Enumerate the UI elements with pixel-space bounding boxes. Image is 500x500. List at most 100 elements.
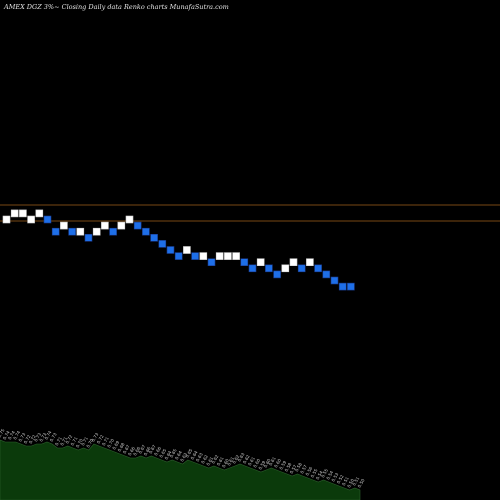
volume-label: 0.64 bbox=[174, 450, 183, 461]
volume-area bbox=[0, 439, 361, 500]
renko-brick-up bbox=[306, 258, 314, 267]
renko-brick-down bbox=[166, 246, 175, 254]
volume-label: 0.61 bbox=[247, 456, 256, 467]
renko-brick-up bbox=[224, 252, 232, 260]
volume-label: 0.60 bbox=[263, 458, 272, 469]
renko-brick-down bbox=[314, 264, 322, 273]
volume-label: 0.64 bbox=[163, 450, 172, 461]
volume-label: 0.70 bbox=[106, 438, 115, 449]
volume-label: 0.65 bbox=[158, 448, 167, 459]
volume-label: 0.57 bbox=[299, 464, 308, 475]
volume-label: 0.59 bbox=[278, 460, 287, 471]
renko-brick-down bbox=[84, 234, 93, 242]
volume-label: 0.72 bbox=[64, 434, 73, 445]
renko-bricks bbox=[2, 209, 355, 291]
volume-label: 0.70 bbox=[75, 438, 84, 449]
renko-brick-down bbox=[338, 282, 347, 291]
renko-brick-up bbox=[2, 215, 11, 224]
volume-label: 0.72 bbox=[28, 434, 37, 445]
renko-brick-up bbox=[256, 258, 265, 267]
volume-label: 0.59 bbox=[257, 460, 266, 471]
volume-label: 0.68 bbox=[117, 442, 126, 453]
volume-label: 0.51 bbox=[351, 476, 360, 487]
renko-brick-up bbox=[183, 246, 191, 254]
volume-label: 0.60 bbox=[273, 458, 282, 469]
renko-brick-up bbox=[232, 252, 240, 260]
volume-label: 0.64 bbox=[190, 450, 199, 461]
volume-label: 0.61 bbox=[268, 456, 277, 467]
volume-label: 0.74 bbox=[43, 430, 52, 441]
volume-label: 0.63 bbox=[237, 452, 246, 463]
volume-label: 0.51 bbox=[341, 476, 350, 487]
renko-brick-down bbox=[133, 221, 142, 230]
volume-label: 0.52 bbox=[336, 474, 345, 485]
volume-label: 0.58 bbox=[294, 462, 303, 473]
volume-label: 0.74 bbox=[2, 430, 11, 441]
renko-brick-up bbox=[117, 221, 126, 230]
volume-label: 0.66 bbox=[153, 446, 162, 457]
volume-label: 0.63 bbox=[179, 452, 188, 463]
renko-brick-down bbox=[191, 252, 199, 260]
renko-brick-up bbox=[19, 209, 27, 218]
volume-label: 0.74 bbox=[7, 430, 16, 441]
volume-label: 0.74 bbox=[12, 430, 21, 441]
volume-label: 0.53 bbox=[330, 472, 339, 483]
volume-label: 0.56 bbox=[304, 466, 313, 477]
renko-brick-up bbox=[281, 264, 290, 273]
renko-brick-up bbox=[199, 252, 208, 260]
volume-label: 0.71 bbox=[80, 436, 89, 447]
volume-label: 0.65 bbox=[184, 448, 193, 459]
volume-label: 0.63 bbox=[195, 452, 204, 463]
volume-label: 0.66 bbox=[127, 446, 136, 457]
renko-brick-down bbox=[68, 227, 76, 236]
chart-title: AMEX DGZ 3%~ Closing Daily data Renko ch… bbox=[4, 3, 229, 11]
renko-brick-down bbox=[207, 258, 216, 267]
volume-label: 0.61 bbox=[216, 456, 225, 467]
renko-brick-up bbox=[125, 215, 134, 224]
volume-label: 0.73 bbox=[90, 432, 99, 443]
volume-label: 0.73 bbox=[33, 432, 42, 443]
renko-brick-down bbox=[158, 240, 167, 248]
volume-label: 0.54 bbox=[315, 470, 324, 481]
volume-label: 0.75 bbox=[0, 428, 6, 439]
renko-brick-up bbox=[289, 258, 298, 267]
volume-label: 0.57 bbox=[289, 464, 298, 475]
volume-label: 0.66 bbox=[132, 446, 141, 457]
volume-label: 0.50 bbox=[346, 478, 355, 489]
volume-label: 0.62 bbox=[210, 454, 219, 465]
renko-brick-down bbox=[248, 264, 257, 273]
renko-brick-up bbox=[101, 221, 109, 230]
volume-label: 0.73 bbox=[38, 432, 47, 443]
volume-label: 0.72 bbox=[23, 434, 32, 445]
renko-brick-down bbox=[109, 227, 117, 236]
renko-brick-up bbox=[27, 215, 35, 224]
renko-brick-down bbox=[51, 227, 60, 236]
renko-brick-up bbox=[92, 227, 101, 236]
renko-brick-down bbox=[273, 270, 281, 279]
volume-label: 0.71 bbox=[54, 436, 63, 447]
volume-label: 0.62 bbox=[242, 454, 251, 465]
volume-label: 0.60 bbox=[221, 458, 230, 469]
renko-brick-down bbox=[330, 276, 339, 285]
volume-label: 0.60 bbox=[252, 458, 261, 469]
volume-label: 0.69 bbox=[111, 440, 120, 451]
volume-label: 0.67 bbox=[122, 444, 131, 455]
volume-label: 0.62 bbox=[200, 454, 209, 465]
renko-brick-up bbox=[60, 221, 68, 230]
reference-lines bbox=[0, 204, 500, 222]
volume-label: 0.62 bbox=[231, 454, 240, 465]
volume-label: 0.54 bbox=[325, 470, 334, 481]
volume-label: 0.67 bbox=[137, 444, 146, 455]
volume-label: 0.61 bbox=[205, 456, 214, 467]
renko-brick-down bbox=[43, 215, 52, 224]
renko-brick-down bbox=[265, 264, 273, 273]
renko-brick-up bbox=[215, 252, 224, 260]
renko-brick-up bbox=[76, 227, 85, 236]
renko-brick-down bbox=[322, 270, 331, 279]
volume-label: 0.71 bbox=[59, 436, 68, 447]
volume-label: 0.58 bbox=[283, 462, 292, 473]
renko-brick-down bbox=[240, 258, 249, 267]
volume-label: 0.55 bbox=[320, 468, 329, 479]
volume-label: 0.71 bbox=[101, 436, 110, 447]
renko-brick-down bbox=[347, 282, 355, 291]
